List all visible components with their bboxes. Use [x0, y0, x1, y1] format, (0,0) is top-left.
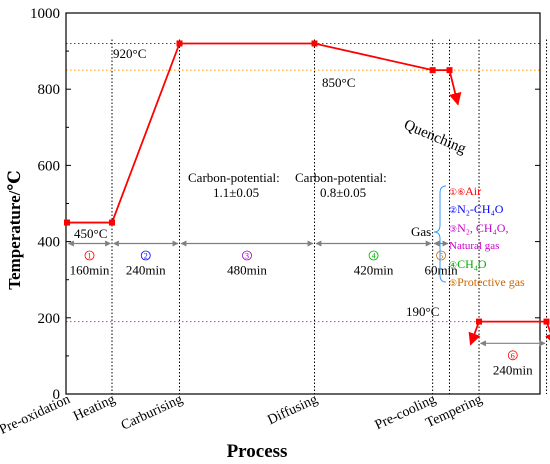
gas-legend-item-2: ②N₂-CH₄O [449, 202, 504, 216]
y-axis-label: Temperature/℃ [5, 170, 24, 290]
gas-legend-marker-4: ④ [449, 260, 457, 270]
stage-duration: 240min [493, 362, 533, 377]
gas-legend-marker-2: ② [449, 205, 457, 215]
data-point [476, 318, 483, 325]
stage-duration: 420min [354, 263, 394, 278]
x-tick-label: Heating [71, 392, 118, 424]
carbon-potential-2-line2: 0.8±0.05 [320, 185, 366, 200]
stage-marker-ring [507, 350, 518, 361]
temperature-curves [64, 40, 550, 346]
stage-duration: 240min [126, 263, 166, 278]
data-point [311, 40, 318, 47]
gas-legend-text-3: N₂, CH₄O, [457, 221, 508, 235]
ref-label-920: 920°C [113, 46, 146, 61]
data-point [429, 67, 436, 74]
gas-legend-marker-1: ①⑥ [449, 187, 465, 197]
stage-duration: 160min [70, 263, 110, 278]
stage-duration: 480min [227, 263, 267, 278]
stage-marker-ring [368, 250, 379, 261]
gas-legend-item-3-cont: Natural gas [449, 240, 499, 252]
ref-label-190: 190°C [406, 304, 439, 319]
gas-legend-marker-5: ⑤ [449, 278, 457, 288]
y-tick-label: 800 [38, 82, 61, 98]
gas-legend-text-1: Air [465, 184, 481, 198]
data-point [543, 318, 550, 325]
gas-legend-text-4: CH₄O [457, 257, 487, 271]
data-point [64, 219, 70, 226]
gas-legend-item-1: ①⑥Air [449, 184, 481, 198]
gas-legend-marker-3: ③ [449, 224, 457, 234]
carbon-potential-1-line2: 1.1±0.05 [213, 185, 259, 200]
data-point [176, 40, 183, 47]
stage-marker: 6 [511, 351, 515, 360]
x-axis-label: Process [227, 441, 288, 462]
stage-marker: 5 [439, 252, 443, 261]
stage-marker-ring [436, 250, 446, 261]
stage-marker: 3 [245, 252, 249, 261]
stage-marker-ring [140, 250, 151, 261]
gas-legend-item-3: ③N₂, CH₄O, [449, 221, 508, 235]
temperature-curve-2 [468, 320, 550, 346]
y-tick-label: 400 [38, 235, 61, 251]
gas-legend-item-5: ⑤Protective gas [449, 275, 525, 289]
quenching-label: Quenching [401, 117, 468, 158]
carbon-potential-1-line1: Carbon-potential: [188, 170, 280, 185]
y-tick-label: 600 [38, 158, 61, 174]
stage-duration: 60min [424, 263, 458, 278]
x-tick-label: Pre-oxidation [0, 392, 73, 438]
stage-marker-ring [242, 250, 252, 261]
gas-legend: Gas ①⑥Air ②N₂-CH₄O ③N₂, CH₄O, Natural ga… [411, 184, 525, 289]
stage-marker: 2 [144, 252, 148, 261]
gas-legend-item-4: ④CH₄O [449, 257, 487, 271]
gas-legend-title: Gas [411, 224, 431, 239]
stage-marker-ring [84, 250, 95, 261]
y-tick-label: 0 [53, 387, 61, 403]
data-point [109, 219, 115, 226]
gas-legend-text-2: N₂-CH₄O [457, 202, 504, 216]
carbon-potential-2-line1: Carbon-potential: [295, 170, 387, 185]
ref-label-850: 850°C [322, 75, 355, 90]
y-tick-label: 1000 [30, 6, 60, 22]
stage-marker: 1 [88, 252, 92, 261]
start-temperature-label: 450°C [74, 226, 107, 241]
x-tick-label: Diffusing [265, 392, 320, 428]
y-tick-label: 200 [38, 311, 61, 327]
x-tick-label: Carburising [119, 392, 185, 434]
stage-marker: 4 [372, 252, 376, 261]
phase-boundary-lines [111, 39, 548, 394]
gas-legend-text-5: Protective gas [457, 275, 525, 289]
data-point [446, 67, 453, 74]
gas-legend-brace [433, 185, 447, 283]
